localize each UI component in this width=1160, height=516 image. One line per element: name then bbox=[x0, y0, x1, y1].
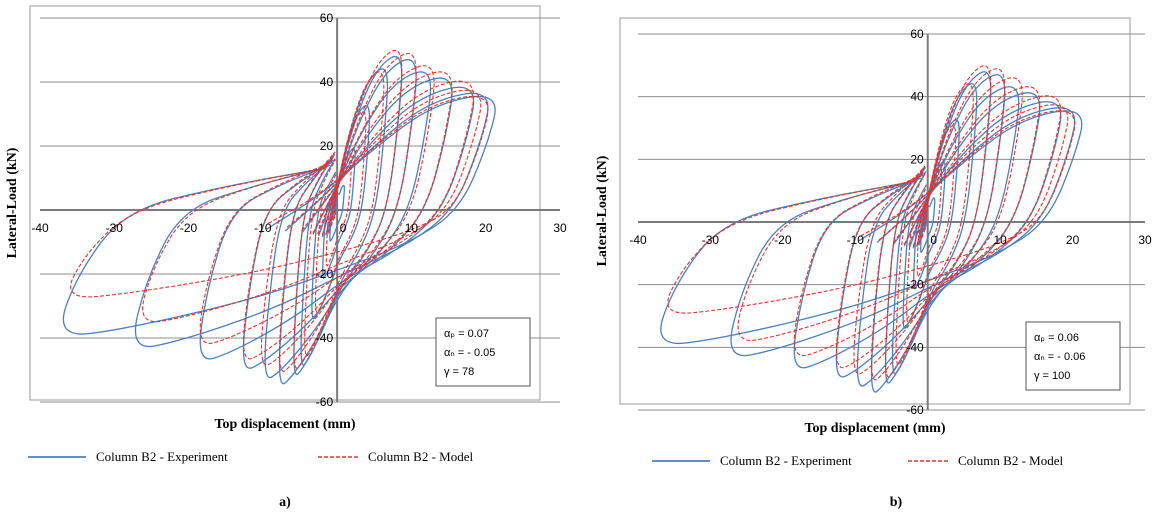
x-tick-label: -10 bbox=[847, 233, 865, 247]
x-tick-label: 30 bbox=[1138, 233, 1152, 247]
model-loop-6 bbox=[242, 71, 453, 360]
experiment-loop-9 bbox=[730, 107, 1076, 357]
experiment-loop-5 bbox=[278, 59, 417, 385]
y-tick-label: -40 bbox=[906, 340, 924, 354]
experiment-loop-3 bbox=[300, 68, 389, 366]
experiment-loop-10 bbox=[62, 95, 496, 335]
x-tick-label: -10 bbox=[254, 221, 272, 235]
model-loop-5 bbox=[260, 65, 435, 366]
model-loop-1 bbox=[906, 125, 957, 323]
model-loop-6 bbox=[835, 86, 1041, 369]
parameter-label: γ = 100 bbox=[1034, 370, 1070, 382]
x-tick-label: -20 bbox=[774, 233, 792, 247]
legend: Column B2 - Experiment Column B2 - Model bbox=[28, 449, 473, 464]
model-loop-4 bbox=[870, 68, 1006, 381]
parameter-label: αₚ = 0.06 bbox=[1034, 332, 1079, 344]
x-tick-label: -40 bbox=[629, 233, 647, 247]
x-tick-label: 30 bbox=[553, 221, 567, 235]
y-tick-label: -20 bbox=[906, 278, 924, 292]
x-tick-label: 10 bbox=[405, 221, 419, 235]
y-tick-label: -20 bbox=[316, 267, 334, 281]
parameter-label: γ = 78 bbox=[444, 366, 474, 378]
panel-caption: a) bbox=[279, 495, 291, 510]
series-model bbox=[667, 65, 1076, 381]
x-tick-label: -20 bbox=[180, 221, 198, 235]
y-tick-label: 40 bbox=[320, 75, 334, 89]
x-tick-label: 20 bbox=[479, 221, 493, 235]
experiment-loop-6 bbox=[264, 71, 432, 379]
x-tick-label: -30 bbox=[702, 233, 720, 247]
parameter-label: αₙ = - 0.06 bbox=[1034, 351, 1085, 363]
model-loop-0 bbox=[916, 167, 943, 278]
model-loop-3 bbox=[293, 49, 403, 369]
model-loop-8 bbox=[737, 104, 1069, 341]
y-tick-label: 60 bbox=[320, 11, 334, 25]
parameter-label: αₚ = 0.07 bbox=[444, 328, 489, 340]
x-tick-label: -30 bbox=[106, 221, 124, 235]
y-tick-label: -40 bbox=[316, 331, 334, 345]
y-tick-label: 40 bbox=[910, 90, 924, 104]
parameter-label: αₙ = - 0.05 bbox=[444, 347, 495, 359]
y-tick-label: 20 bbox=[910, 152, 924, 166]
experiment-loop-7 bbox=[835, 92, 1041, 378]
legend-label-model: Column B2 - Model bbox=[958, 453, 1063, 468]
y-tick-label: -60 bbox=[316, 395, 334, 409]
x-tick-label: 0 bbox=[930, 233, 937, 247]
series-model bbox=[70, 49, 489, 372]
legend: Column B2 - Experiment Column B2 - Model bbox=[652, 453, 1063, 468]
parameter-box bbox=[1025, 321, 1121, 391]
legend-label-experiment: Column B2 - Experiment bbox=[96, 449, 228, 464]
experiment-loop-10 bbox=[660, 110, 1083, 345]
y-tick-label: 20 bbox=[320, 139, 334, 153]
x-axis-title: Top displacement (mm) bbox=[214, 417, 355, 432]
experiment-loop-9 bbox=[134, 92, 489, 348]
chart-panel-a: -40 -30 -20 -10 0 10 20 30 -60 -40 -20 20 40 60 αₚ = 0… bbox=[0, 0, 570, 516]
model-loop-2 bbox=[304, 71, 385, 357]
model-loop-5 bbox=[853, 77, 1023, 375]
chart-b-svg: -40 -30 -20 -10 0 10 20 30 -60 -40 -20 20 40 60 αₚ = 0… bbox=[595, 17, 1152, 510]
legend-label-model: Column B2 - Model bbox=[368, 449, 473, 464]
legend-label-experiment: Column B2 - Experiment bbox=[720, 453, 852, 468]
x-tick-label: -40 bbox=[31, 221, 49, 235]
experiment-loop-3 bbox=[891, 83, 978, 375]
x-tick-label: 10 bbox=[993, 233, 1007, 247]
chart-panel-b: -40 -30 -20 -10 0 10 20 30 -60 -40 -20 20 40 60 αₚ = 0… bbox=[590, 0, 1160, 516]
model-loop-9 bbox=[70, 95, 489, 298]
y-tick-label: -60 bbox=[906, 403, 924, 417]
model-loop-3 bbox=[885, 65, 992, 378]
model-loop-1 bbox=[314, 111, 367, 313]
model-loop-4 bbox=[278, 53, 417, 372]
model-loop-7 bbox=[199, 80, 475, 344]
x-tick-label: 0 bbox=[340, 221, 347, 235]
x-axis-title: Top displacement (mm) bbox=[804, 421, 945, 436]
model-loop-8 bbox=[142, 89, 482, 323]
y-axis-title: Lateral-Load (kN) bbox=[5, 147, 20, 258]
chart-a-svg: -40 -30 -20 -10 0 10 20 30 -60 -40 -20 20 40 60 αₚ = 0… bbox=[5, 5, 567, 510]
parameter-box bbox=[435, 317, 531, 387]
y-axis-title: Lateral-Load (kN) bbox=[595, 155, 610, 266]
panel-caption: b) bbox=[890, 495, 903, 510]
model-loop-9 bbox=[667, 110, 1076, 314]
y-tick-label: 60 bbox=[910, 27, 924, 41]
model-loop-7 bbox=[793, 95, 1062, 357]
x-tick-label: 20 bbox=[1066, 233, 1080, 247]
